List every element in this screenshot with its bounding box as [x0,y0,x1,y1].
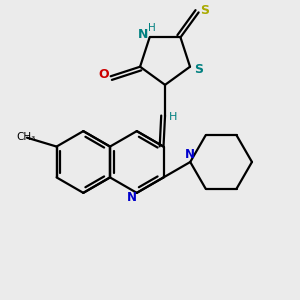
Text: N: N [185,148,195,161]
Text: O: O [98,68,109,81]
Text: S: S [194,63,203,76]
Text: N: N [127,191,136,204]
Text: S: S [201,4,210,17]
Text: N: N [138,28,148,41]
Text: CH₃: CH₃ [16,132,35,142]
Text: H: H [169,112,178,122]
Text: H: H [148,23,155,33]
